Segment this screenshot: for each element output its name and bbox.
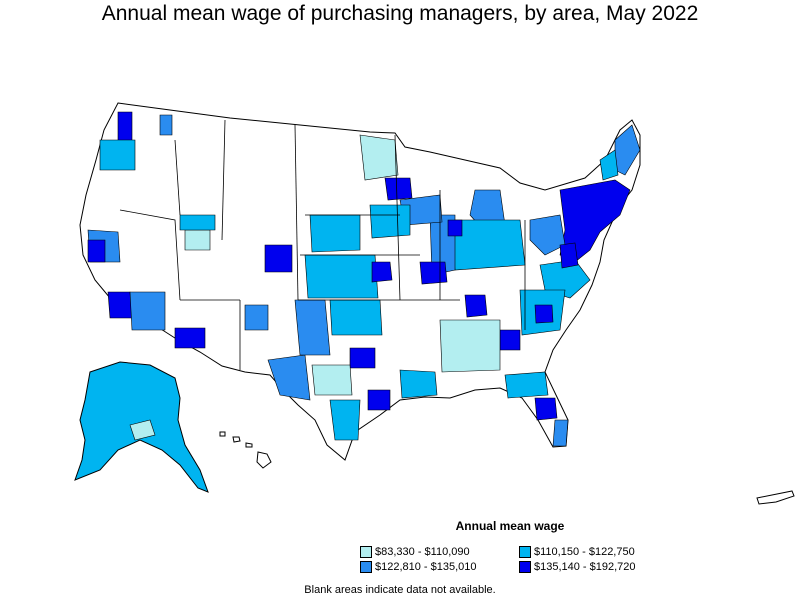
area-minneapolis bbox=[384, 177, 413, 201]
area-dallas bbox=[349, 347, 376, 369]
legend-label: $83,330 - $110,090 bbox=[375, 546, 470, 558]
legend-swatch bbox=[519, 561, 531, 573]
area-utah bbox=[184, 229, 211, 251]
area-texas-central bbox=[311, 364, 353, 396]
area-mid-atlantic bbox=[529, 214, 566, 256]
area-missouri bbox=[419, 261, 448, 285]
area-texas-south bbox=[329, 399, 361, 441]
area-inland-empire bbox=[129, 291, 166, 331]
area-oklahoma bbox=[329, 299, 383, 336]
area-kansas-city bbox=[371, 261, 393, 283]
area-dc bbox=[559, 242, 579, 269]
state-borders bbox=[119, 119, 526, 370]
legend-swatch bbox=[519, 546, 531, 558]
area-alaska-south bbox=[129, 419, 156, 441]
area-chicago bbox=[447, 219, 463, 237]
legend-item-tier1: $83,330 - $110,090 bbox=[360, 546, 470, 558]
area-idaho bbox=[179, 214, 216, 231]
legend-title: Annual mean wage bbox=[455, 519, 565, 533]
area-nebraska bbox=[309, 214, 361, 253]
hawaii-islands bbox=[219, 431, 272, 469]
area-florida-south bbox=[552, 419, 569, 447]
area-iowa bbox=[369, 204, 411, 239]
area-seattle bbox=[117, 111, 133, 143]
legend-item-tier2: $110,150 - $122,750 bbox=[519, 546, 635, 558]
area-atlanta bbox=[499, 329, 521, 351]
area-arizona bbox=[174, 327, 206, 349]
area-kansas bbox=[304, 254, 379, 299]
area-minnesota bbox=[359, 134, 399, 181]
area-denver bbox=[264, 244, 293, 273]
footnote: Blank areas indicate data not available. bbox=[304, 584, 496, 596]
area-washington-east bbox=[159, 114, 173, 136]
legend-label: $110,150 - $122,750 bbox=[534, 546, 635, 558]
map-title: Annual mean wage of purchasing managers,… bbox=[101, 2, 699, 25]
puerto-rico-outline bbox=[756, 490, 795, 505]
legend-label: $122,810 - $135,010 bbox=[375, 561, 477, 573]
area-louisiana bbox=[399, 369, 438, 399]
legend-swatch bbox=[360, 561, 372, 573]
area-tennessee bbox=[464, 294, 488, 318]
area-new-mexico bbox=[244, 304, 269, 331]
area-charlotte bbox=[534, 304, 554, 324]
area-texas-west bbox=[267, 354, 311, 401]
legend-item-tier4: $135,140 - $192,720 bbox=[519, 561, 636, 573]
area-florida-north bbox=[504, 371, 549, 399]
area-los-angeles bbox=[107, 291, 133, 319]
legend-swatch bbox=[360, 546, 372, 558]
area-oregon bbox=[99, 139, 136, 171]
area-maine bbox=[599, 149, 619, 181]
area-south-east bbox=[439, 319, 501, 373]
legend-item-tier3: $122,810 - $135,010 bbox=[360, 561, 477, 573]
area-florida-tampa bbox=[534, 397, 558, 421]
area-houston bbox=[367, 389, 391, 411]
area-bay-area bbox=[87, 239, 106, 263]
area-texas-panhandle bbox=[294, 299, 331, 356]
legend-label: $135,140 - $192,720 bbox=[534, 561, 636, 573]
